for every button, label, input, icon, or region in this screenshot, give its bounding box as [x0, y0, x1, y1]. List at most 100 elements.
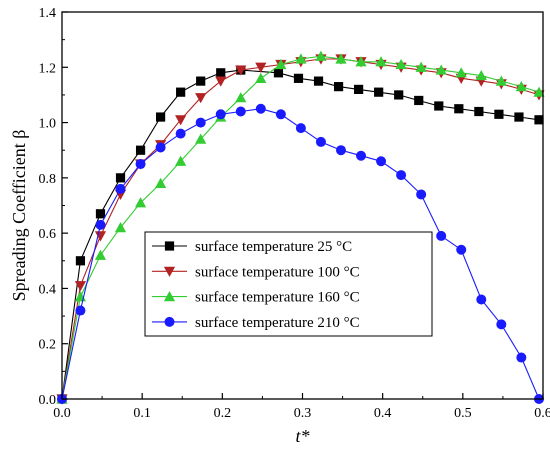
x-tick-label: 0.4: [374, 406, 392, 421]
x-tick-label: 0.6: [534, 406, 550, 421]
series-4-point: [235, 106, 246, 117]
series-1-point: [115, 173, 126, 183]
series-3-point: [235, 92, 247, 103]
legend: surface temperature 25 °C surface tempera…: [144, 231, 433, 337]
series-2-point: [74, 281, 87, 292]
y-tick-label: 1.0: [39, 117, 57, 132]
x-axis-label: t*: [295, 426, 309, 446]
series-4-point: [356, 150, 367, 161]
series-3-line: [61, 55, 540, 400]
legend-item-3: surface temperature 160 °C: [152, 290, 360, 306]
series-1-point: [313, 76, 324, 86]
series-3-point: [533, 86, 545, 97]
series-3-point: [455, 67, 467, 78]
series-3-point: [315, 50, 327, 61]
series-3-point: [515, 81, 527, 92]
series-2-point: [255, 62, 267, 73]
y-tick-label: 0.8: [39, 172, 57, 187]
series-4-point: [155, 142, 166, 153]
series-4-point: [255, 103, 266, 114]
plot-frame: [61, 11, 544, 400]
series-1-point: [293, 73, 304, 83]
series-1-point: [454, 104, 464, 114]
series-2-point: [175, 115, 187, 126]
series-3-point: [475, 69, 487, 81]
series-1-point: [196, 76, 206, 86]
series-1-point: [374, 87, 384, 97]
series-1-point: [216, 68, 226, 78]
series-4-point: [295, 123, 306, 134]
series-4-point: [195, 117, 206, 128]
axes: 0.0 0.1 0.2 0.3 0.4 0.5 0.6 0.0 0.2 0.4 0.6 0.8 1.0 1…: [39, 6, 550, 421]
series-1-point: [434, 101, 444, 111]
series-4-point: [496, 319, 507, 330]
y-tick-label: 0.6: [39, 227, 57, 242]
series-3-point: [114, 222, 127, 233]
series-3-point: [94, 249, 107, 260]
series-1-point: [534, 115, 544, 125]
legend-label: surface temperature 160 °C: [195, 290, 360, 306]
series-1-point: [494, 109, 504, 119]
x-tick-label: 0.1: [133, 406, 151, 421]
series-3-point: [355, 56, 367, 67]
x-tick-label: 0.3: [294, 406, 312, 421]
x-tick-label: 0.2: [214, 406, 232, 421]
plot-border: [61, 11, 544, 400]
series-1-point: [135, 145, 146, 155]
legend-box: [144, 231, 433, 337]
series-4-point: [476, 294, 487, 305]
series-4-point: [215, 109, 226, 120]
series-3-point: [295, 53, 307, 64]
y-tick-label: 0.0: [39, 393, 57, 408]
series-3-point: [155, 177, 167, 188]
series-3: [56, 50, 545, 404]
series-2-point: [195, 93, 207, 104]
series-1-point: [333, 82, 344, 92]
series-4-point: [275, 109, 286, 120]
series-1-point: [75, 256, 86, 266]
legend-item-4: surface temperature 210 °C: [152, 315, 360, 331]
chart-marks: [56, 50, 545, 405]
legend-item-2: surface temperature 100 °C: [152, 264, 360, 280]
series-1-point: [414, 95, 424, 106]
series-3-point: [495, 75, 507, 86]
series-3-point: [134, 197, 147, 208]
series-4-point: [115, 183, 126, 194]
series-3-point: [255, 72, 267, 83]
series-3-point: [415, 61, 427, 72]
series-2: [56, 54, 545, 405]
series-3-point: [175, 155, 187, 166]
series-3-point: [375, 56, 387, 67]
series-4-point: [396, 170, 407, 181]
series-3-point: [275, 58, 287, 70]
series-1-point: [394, 90, 404, 100]
series-3-point: [435, 64, 447, 75]
series-3-point: [335, 53, 347, 64]
series-4-point: [175, 128, 186, 139]
legend-marker: [164, 241, 175, 251]
y-axis-label: Spreading Coefficient β: [9, 130, 29, 302]
series-1-point: [156, 112, 166, 122]
series-2-point: [215, 76, 227, 87]
series-1-point: [474, 106, 484, 117]
series-4-point: [315, 136, 326, 147]
series-1-point: [354, 84, 364, 94]
series-2-point: [94, 231, 107, 242]
y-tick-label: 0.4: [39, 282, 57, 297]
series-1-point: [95, 209, 106, 219]
legend-marker: [164, 316, 175, 327]
x-tick-label: 0.5: [454, 406, 472, 421]
series-4-point: [335, 145, 346, 156]
series-4-point: [436, 230, 447, 241]
series-4-point: [416, 189, 427, 200]
series-1-point: [176, 87, 186, 97]
series-1-point: [273, 68, 284, 78]
series-3-point: [195, 133, 207, 144]
y-tick-label: 1.4: [39, 6, 57, 21]
series-1-point: [514, 112, 524, 122]
legend-marker: [163, 291, 176, 302]
series-4-point: [135, 159, 146, 170]
series-3-point: [395, 58, 407, 70]
series-4: [57, 103, 544, 404]
